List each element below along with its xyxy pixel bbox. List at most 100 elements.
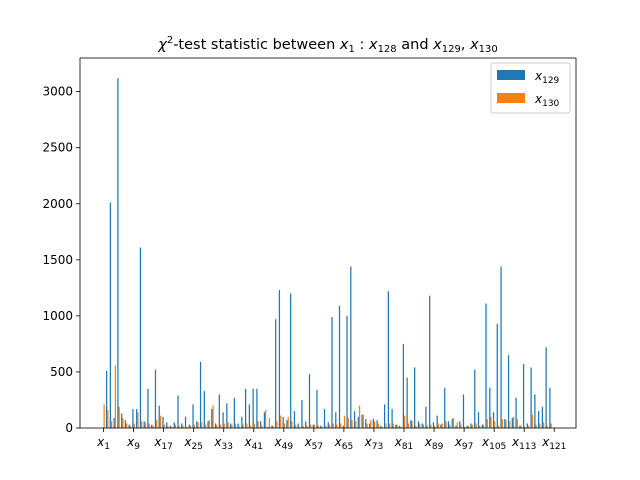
bar-s1-45 xyxy=(267,426,269,428)
legend-label-x129: x129 xyxy=(534,69,560,86)
y-tick-label: 0 xyxy=(65,421,73,435)
bar-s2-3 xyxy=(111,421,113,428)
bar-s1-21 xyxy=(177,395,179,428)
bar-s1-67 xyxy=(350,266,352,428)
bar-s2-82 xyxy=(407,423,409,428)
bar-s2-26 xyxy=(197,422,199,428)
bar-s1-4 xyxy=(113,417,115,428)
bar-s1-35 xyxy=(229,423,232,428)
bar-s1-32 xyxy=(218,394,220,428)
bar-s1-66 xyxy=(346,315,348,428)
bar-s2-71 xyxy=(366,423,368,428)
bar-s1-49 xyxy=(282,416,284,428)
bar-s2-112 xyxy=(520,425,522,428)
legend-swatch-x129 xyxy=(497,70,525,80)
bar-s1-63 xyxy=(335,412,337,428)
bar-s2-78 xyxy=(392,423,394,428)
bar-s1-2 xyxy=(106,370,108,428)
bar-s1-9 xyxy=(132,408,134,428)
bar-s1-57 xyxy=(312,424,314,428)
bar-s2-31 xyxy=(216,424,218,428)
bar-s2-109 xyxy=(509,421,511,428)
bar-s1-88 xyxy=(429,295,431,428)
bar-s1-48 xyxy=(278,290,281,428)
bar-s2-113 xyxy=(524,426,526,428)
bar-s1-25 xyxy=(192,404,194,428)
bar-s2-91 xyxy=(441,423,443,428)
bar-s1-91 xyxy=(440,424,442,428)
bar-s1-20 xyxy=(173,422,175,428)
x-tick-label: x89 xyxy=(424,435,444,452)
x-axis: x1 x9 x17 x25 x33 x41 x49 x57 x65 x73 x81 x89 x97 x10… xyxy=(96,428,566,452)
bar-s2-24 xyxy=(189,425,192,428)
bar-s1-55 xyxy=(305,421,307,428)
bar-s2-52 xyxy=(295,424,297,428)
bar-s2-117 xyxy=(539,423,541,428)
bar-s1-81 xyxy=(402,343,404,428)
bar-s2-50 xyxy=(287,416,289,428)
bar-s2-15 xyxy=(156,420,158,428)
bar-s1-72 xyxy=(368,423,371,428)
bar-s1-38 xyxy=(241,416,243,428)
bar-s1-110 xyxy=(511,417,513,428)
chart-title: χ2-test statistic between x1 : x128 and … xyxy=(157,35,498,55)
bar-s1-6 xyxy=(121,413,123,428)
bar-s2-118 xyxy=(542,422,545,428)
bar-s2-17 xyxy=(163,424,165,428)
x-tick-label: x121 xyxy=(541,435,566,452)
bar-s1-111 xyxy=(515,397,517,428)
bar-s2-23 xyxy=(186,426,188,428)
bar-s1-116 xyxy=(534,394,536,428)
bar-s1-16 xyxy=(158,405,160,428)
bar-s2-44 xyxy=(265,410,267,428)
bar-s1-12 xyxy=(143,421,145,428)
bar-s1-23 xyxy=(184,416,187,428)
bar-s1-69 xyxy=(357,416,359,428)
bar-s1-74 xyxy=(376,420,378,428)
bar-s1-77 xyxy=(387,291,389,428)
bar-s1-27 xyxy=(199,361,202,428)
bar-s2-67 xyxy=(351,420,353,428)
bar-s2-70 xyxy=(362,414,364,428)
bars-group xyxy=(103,78,552,429)
bar-s1-31 xyxy=(214,423,217,428)
bar-s2-99 xyxy=(471,424,473,428)
bar-s2-14 xyxy=(152,425,154,428)
bar-s1-29 xyxy=(207,421,209,428)
bar-s1-71 xyxy=(365,419,367,428)
bar-s2-96 xyxy=(460,424,462,428)
y-tick-label: 2500 xyxy=(42,141,73,155)
bar-s1-78 xyxy=(391,408,393,428)
bar-s2-2 xyxy=(107,410,109,428)
bar-s1-8 xyxy=(128,424,130,428)
bar-s1-108 xyxy=(504,419,506,428)
bar-s2-90 xyxy=(437,423,440,428)
x-tick-label: x65 xyxy=(334,435,354,452)
bar-s2-16 xyxy=(159,415,162,428)
bar-s2-61 xyxy=(328,424,331,428)
bar-s1-83 xyxy=(410,420,412,428)
bar-s2-72 xyxy=(370,420,372,428)
bar-s2-38 xyxy=(242,424,244,428)
bar-s2-94 xyxy=(452,417,455,428)
bar-s1-51 xyxy=(290,293,292,428)
bar-s2-12 xyxy=(144,422,147,428)
bar-s2-1 xyxy=(103,404,105,428)
bar-s2-35 xyxy=(231,424,233,428)
y-axis: 0 500 1000 1500 2000 2500 3000 xyxy=(42,85,80,435)
bar-s2-43 xyxy=(261,425,263,428)
bar-s1-103 xyxy=(485,303,487,428)
bar-s1-26 xyxy=(196,421,198,428)
x-tick-label: x81 xyxy=(394,435,414,452)
bar-s1-22 xyxy=(181,423,183,428)
x-tick-label: x97 xyxy=(454,435,474,452)
bar-s2-69 xyxy=(358,405,361,428)
bar-s2-62 xyxy=(332,423,334,428)
bar-s1-118 xyxy=(541,406,543,428)
bar-s2-19 xyxy=(171,426,173,428)
bar-s2-92 xyxy=(445,421,447,428)
bar-s2-21 xyxy=(178,425,180,428)
y-tick-label: 3000 xyxy=(42,85,73,99)
bar-s1-39 xyxy=(245,388,247,428)
